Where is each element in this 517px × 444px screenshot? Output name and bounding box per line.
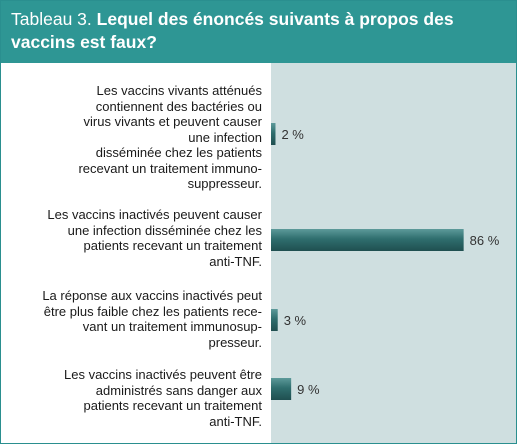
value-label-4: 9 %	[297, 382, 320, 397]
category-label-line: administrés sans danger aux	[95, 382, 262, 398]
category-label-line: Les vaccins vivants atténués	[96, 83, 262, 98]
category-label-line: vant un traitement immunosup-	[82, 319, 262, 334]
bar-2	[271, 229, 464, 251]
category-label-line: suppresseur.	[187, 176, 262, 191]
category-label-line: une infection disséminée chez les	[67, 222, 262, 238]
category-label-3: La réponse aux vaccins inactivés peut êtr…	[12, 288, 262, 350]
category-label-line: presseur.	[208, 334, 262, 350]
bar-1	[271, 123, 276, 145]
category-label-line: disséminée chez les patients	[95, 145, 262, 160]
category-label-2: Les vaccins inactivés peuvent causer une …	[12, 207, 262, 269]
plot-background	[271, 63, 516, 443]
category-label-line: patients recevant un traitement	[83, 398, 263, 413]
chart-title: Lequel des énoncés suivants à propos des…	[11, 9, 454, 52]
category-label-line: anti-TNF.	[209, 253, 262, 269]
category-label-line: anti-TNF.	[209, 413, 262, 429]
category-label-line: virus vivants et peuvent causer	[83, 114, 262, 129]
value-label-1: 2 %	[281, 127, 304, 142]
chart-header: Tableau 3. Lequel des énoncés suivants à…	[1, 1, 516, 63]
category-label-line: Les vaccins inactivés peuvent être	[64, 367, 262, 382]
bar-3	[271, 309, 278, 331]
category-label-line: une infection	[188, 129, 262, 145]
category-label-line: contiennent des bactéries ou	[95, 98, 262, 114]
value-label-2: 86 %	[470, 233, 500, 248]
category-label-line: être plus faible chez les patients rece-	[43, 303, 262, 319]
bar-4	[271, 378, 292, 400]
table-label: Tableau 3.	[11, 9, 92, 29]
category-label-4: Les vaccins inactivés peuvent être admini…	[12, 367, 262, 429]
category-label-line: Les vaccins inactivés peuvent causer	[47, 207, 262, 222]
category-label-line: patients recevant un traitement	[83, 238, 263, 253]
category-label-line: recevant un traitement immuno-	[78, 160, 262, 176]
category-label-line: La réponse aux vaccins inactivés peut	[42, 288, 262, 303]
value-label-3: 3 %	[284, 313, 307, 328]
category-label-1: Les vaccins vivants atténués contiennent …	[12, 83, 262, 192]
